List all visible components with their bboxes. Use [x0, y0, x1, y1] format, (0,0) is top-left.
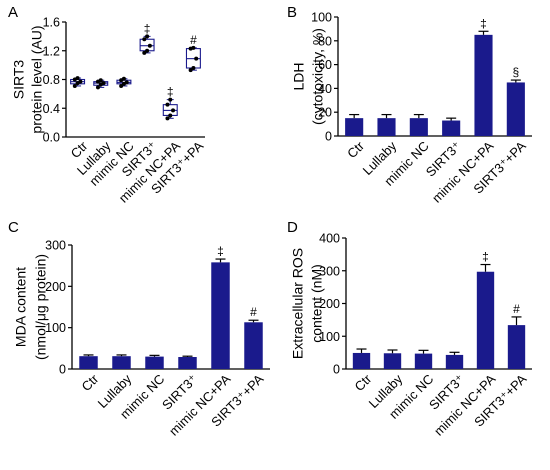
data-point: [168, 113, 173, 118]
x-category-label: Ctr: [352, 371, 375, 394]
bar: [377, 118, 396, 136]
data-point: [191, 66, 196, 70]
y-axis-title-line2: protein level (AU): [29, 25, 45, 133]
panel-letter: A: [8, 4, 18, 21]
bar: [244, 322, 263, 369]
bar: [352, 352, 371, 369]
significance-mark: #: [513, 302, 520, 316]
data-point: [165, 116, 170, 121]
significance-mark: #: [250, 305, 257, 319]
y-tick-label: 80: [318, 34, 332, 48]
data-point: [142, 37, 147, 42]
data-point: [121, 76, 126, 81]
box-plot: [70, 76, 86, 88]
bar: [178, 357, 197, 369]
y-tick-label: 0: [59, 363, 66, 377]
data-point: [191, 45, 196, 50]
x-category-label: Ctr: [79, 371, 102, 394]
y-tick-label: 300: [319, 264, 340, 278]
data-point: [98, 78, 103, 83]
data-point: [119, 83, 124, 88]
data-point: [78, 79, 83, 84]
data-point: [72, 83, 77, 88]
data-point: [145, 48, 150, 53]
data-point: [165, 102, 170, 107]
y-tick-label: 0: [325, 130, 332, 144]
y-tick-label: 20: [318, 106, 332, 120]
data-point: [145, 34, 150, 39]
data-point: [124, 80, 129, 85]
data-point: [168, 97, 173, 102]
significance-mark: #: [190, 33, 197, 47]
y-tick-label: 60: [318, 58, 332, 72]
y-axis-title-line2: (cytotoxicity, %): [310, 28, 326, 125]
bar: [383, 353, 402, 369]
significance-mark: ‡: [217, 244, 224, 258]
panel-letter: D: [287, 219, 298, 236]
y-axis-title-line1: SIRT3: [11, 60, 27, 100]
bar: [506, 82, 525, 136]
bar: [445, 354, 464, 369]
panel-letter: C: [8, 219, 19, 236]
box-plot: #: [185, 33, 201, 73]
significance-mark: ‡: [482, 250, 489, 264]
data-point: [95, 85, 100, 90]
box-plot: ‡: [162, 85, 178, 121]
significance-mark: §: [512, 65, 519, 79]
y-tick-label: 1.2: [43, 44, 60, 58]
chart-panel-d: D 0 100 200 300 400 Extracellular ROS content (…: [287, 219, 532, 439]
chart-panel-c: C 0 100 200 300 MDA content (nmol/μg protein) C…: [8, 219, 270, 439]
bar: [507, 325, 526, 369]
y-axis-title-line1: Extracellular ROS: [290, 248, 306, 359]
y-axis-title-line2: (nmol/μg protein): [33, 254, 49, 360]
bar: [211, 262, 230, 369]
y-tick-label: 300: [45, 239, 66, 253]
y-tick-label: 200: [45, 280, 66, 294]
bar: [409, 118, 428, 136]
y-tick-label: 0.0: [43, 131, 60, 145]
y-axis-title-line1: LDH: [291, 62, 307, 90]
bar: [474, 34, 493, 136]
y-axis-title-line2: content (nM): [309, 264, 325, 343]
data-point: [75, 76, 80, 81]
bar: [145, 356, 164, 369]
bar: [414, 353, 433, 369]
y-axis-title-line1: MDA content: [13, 267, 29, 347]
data-point: [194, 56, 199, 61]
data-point: [142, 50, 147, 55]
data-point: [188, 68, 193, 73]
y-tick-label: 100: [311, 11, 332, 25]
bar: [79, 356, 98, 369]
y-tick-label: 100: [45, 321, 66, 335]
bar: [476, 271, 495, 369]
significance-mark: ‡: [144, 21, 151, 35]
y-tick-label: 1.6: [43, 16, 60, 30]
y-tick-label: 100: [319, 330, 340, 344]
significance-mark: ‡: [167, 85, 174, 99]
box-plot: ‡: [139, 21, 155, 55]
y-tick-label: 0: [333, 363, 340, 377]
x-category-label: Ctr: [344, 138, 367, 161]
y-tick-label: 0.4: [43, 102, 60, 116]
data-point: [171, 108, 176, 113]
y-tick-label: 0.8: [43, 73, 60, 87]
data-point: [147, 43, 152, 48]
significance-mark: ‡: [480, 16, 487, 30]
box-plot: [93, 78, 109, 90]
y-tick-label: 40: [318, 82, 332, 96]
bar: [442, 120, 461, 136]
panel-letter: B: [287, 4, 297, 21]
box-plot: [116, 76, 132, 88]
data-point: [101, 81, 106, 86]
y-tick-label: 400: [319, 232, 340, 246]
y-tick-label: 200: [319, 297, 340, 311]
bar: [345, 118, 364, 136]
bar: [112, 356, 131, 369]
